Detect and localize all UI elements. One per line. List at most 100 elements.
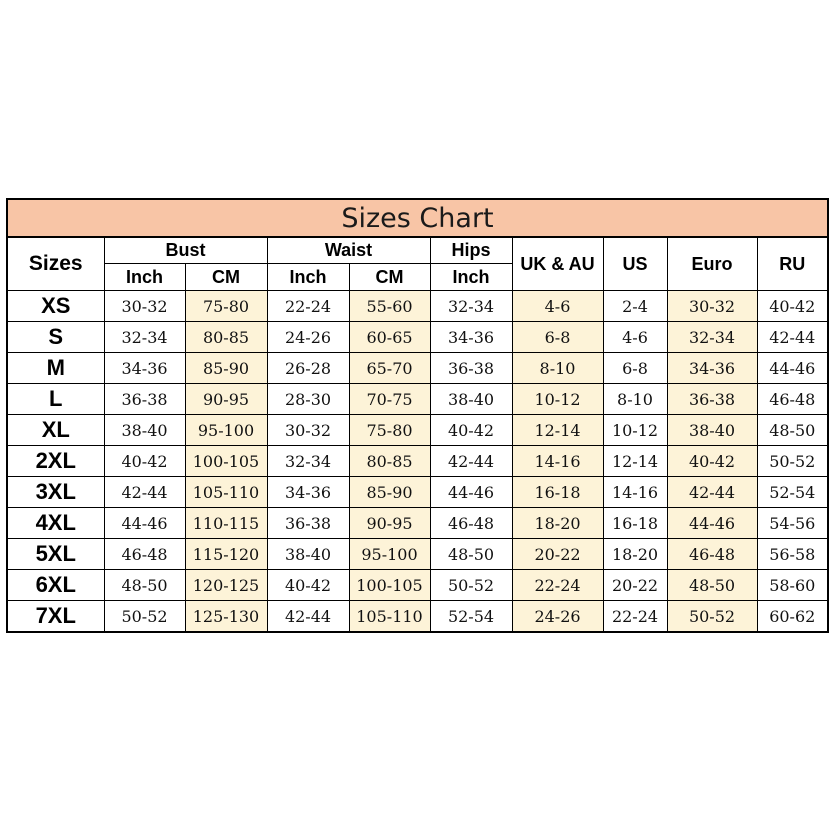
cell-ru: 54-56 xyxy=(756,507,829,539)
cell-waist-cm: 105-110 xyxy=(348,600,431,633)
cell-waist-cm: 60-65 xyxy=(348,321,431,353)
cell-us: 18-20 xyxy=(602,538,668,570)
cell-bust-inch: 36-38 xyxy=(103,383,186,415)
table-row: 7XL 50-52 125-130 42-44 105-110 52-54 24-26 22-… xyxy=(6,600,829,633)
cell-uk-au: 24-26 xyxy=(511,600,604,633)
cell-size: 5XL xyxy=(6,538,105,570)
cell-hips-inch: 34-36 xyxy=(429,321,513,353)
cell-size: S xyxy=(6,321,105,353)
cell-ru: 58-60 xyxy=(756,569,829,601)
cell-uk-au: 18-20 xyxy=(511,507,604,539)
cell-uk-au: 16-18 xyxy=(511,476,604,508)
size-chart-table: Sizes Chart Sizes Bust Waist Hips UK & A… xyxy=(6,198,829,633)
table-row: S 32-34 80-85 24-26 60-65 34-36 6-8 4-6 32-34 42-… xyxy=(6,321,829,353)
cell-waist-cm: 70-75 xyxy=(348,383,431,415)
cell-bust-inch: 40-42 xyxy=(103,445,186,477)
cell-size: 4XL xyxy=(6,507,105,539)
cell-ru: 60-62 xyxy=(756,600,829,633)
cell-bust-cm: 105-110 xyxy=(184,476,268,508)
cell-waist-cm: 65-70 xyxy=(348,352,431,384)
cell-ru: 40-42 xyxy=(756,290,829,322)
cell-euro: 50-52 xyxy=(666,600,758,633)
cell-uk-au: 6-8 xyxy=(511,321,604,353)
cell-us: 4-6 xyxy=(602,321,668,353)
cell-bust-cm: 115-120 xyxy=(184,538,268,570)
cell-waist-cm: 85-90 xyxy=(348,476,431,508)
header-waist: Waist xyxy=(266,236,431,264)
cell-us: 10-12 xyxy=(602,414,668,446)
cell-hips-inch: 40-42 xyxy=(429,414,513,446)
cell-bust-cm: 90-95 xyxy=(184,383,268,415)
cell-ru: 52-54 xyxy=(756,476,829,508)
cell-waist-inch: 36-38 xyxy=(266,507,350,539)
cell-bust-cm: 100-105 xyxy=(184,445,268,477)
cell-waist-cm: 80-85 xyxy=(348,445,431,477)
header-uk-au: UK & AU xyxy=(511,236,604,291)
cell-size: XS xyxy=(6,290,105,322)
cell-waist-inch: 32-34 xyxy=(266,445,350,477)
cell-waist-inch: 26-28 xyxy=(266,352,350,384)
cell-euro: 32-34 xyxy=(666,321,758,353)
cell-euro: 40-42 xyxy=(666,445,758,477)
cell-bust-inch: 50-52 xyxy=(103,600,186,633)
table-row: 2XL 40-42 100-105 32-34 80-85 42-44 14-16 12-14… xyxy=(6,445,829,477)
cell-us: 2-4 xyxy=(602,290,668,322)
cell-uk-au: 12-14 xyxy=(511,414,604,446)
cell-waist-inch: 28-30 xyxy=(266,383,350,415)
header-hips-inch: Inch xyxy=(429,263,513,291)
cell-us: 14-16 xyxy=(602,476,668,508)
cell-uk-au: 4-6 xyxy=(511,290,604,322)
cell-hips-inch: 38-40 xyxy=(429,383,513,415)
cell-bust-cm: 125-130 xyxy=(184,600,268,633)
cell-bust-cm: 95-100 xyxy=(184,414,268,446)
cell-hips-inch: 32-34 xyxy=(429,290,513,322)
cell-bust-inch: 34-36 xyxy=(103,352,186,384)
cell-uk-au: 8-10 xyxy=(511,352,604,384)
header-hips: Hips xyxy=(429,236,513,264)
cell-euro: 30-32 xyxy=(666,290,758,322)
header-bust-inch: Inch xyxy=(103,263,186,291)
header-us: US xyxy=(602,236,668,291)
table-row: 5XL 46-48 115-120 38-40 95-100 48-50 20-22 18-2… xyxy=(6,538,829,570)
cell-us: 20-22 xyxy=(602,569,668,601)
cell-waist-inch: 30-32 xyxy=(266,414,350,446)
cell-bust-cm: 75-80 xyxy=(184,290,268,322)
cell-waist-inch: 38-40 xyxy=(266,538,350,570)
cell-bust-inch: 48-50 xyxy=(103,569,186,601)
cell-euro: 36-38 xyxy=(666,383,758,415)
cell-euro: 38-40 xyxy=(666,414,758,446)
cell-euro: 46-48 xyxy=(666,538,758,570)
cell-euro: 42-44 xyxy=(666,476,758,508)
cell-waist-inch: 22-24 xyxy=(266,290,350,322)
cell-waist-inch: 40-42 xyxy=(266,569,350,601)
cell-bust-inch: 32-34 xyxy=(103,321,186,353)
cell-us: 8-10 xyxy=(602,383,668,415)
table-row: L 36-38 90-95 28-30 70-75 38-40 10-12 8-10 36-38… xyxy=(6,383,829,415)
table-row: XS 30-32 75-80 22-24 55-60 32-34 4-6 2-4 30-32 40… xyxy=(6,290,829,322)
cell-hips-inch: 36-38 xyxy=(429,352,513,384)
cell-bust-cm: 110-115 xyxy=(184,507,268,539)
cell-ru: 56-58 xyxy=(756,538,829,570)
cell-euro: 44-46 xyxy=(666,507,758,539)
cell-ru: 42-44 xyxy=(756,321,829,353)
header-waist-inch: Inch xyxy=(266,263,350,291)
table-row: 3XL 42-44 105-110 34-36 85-90 44-46 16-18 14-16… xyxy=(6,476,829,508)
cell-bust-inch: 38-40 xyxy=(103,414,186,446)
cell-waist-inch: 24-26 xyxy=(266,321,350,353)
cell-hips-inch: 48-50 xyxy=(429,538,513,570)
cell-euro: 48-50 xyxy=(666,569,758,601)
cell-waist-cm: 75-80 xyxy=(348,414,431,446)
header-sizes: Sizes xyxy=(6,236,105,291)
cell-size: L xyxy=(6,383,105,415)
cell-hips-inch: 52-54 xyxy=(429,600,513,633)
cell-waist-cm: 100-105 xyxy=(348,569,431,601)
cell-size: 3XL xyxy=(6,476,105,508)
cell-size: M xyxy=(6,352,105,384)
cell-euro: 34-36 xyxy=(666,352,758,384)
cell-bust-inch: 42-44 xyxy=(103,476,186,508)
cell-waist-cm: 55-60 xyxy=(348,290,431,322)
header-bust: Bust xyxy=(103,236,268,264)
cell-hips-inch: 50-52 xyxy=(429,569,513,601)
header-euro: Euro xyxy=(666,236,758,291)
cell-uk-au: 10-12 xyxy=(511,383,604,415)
